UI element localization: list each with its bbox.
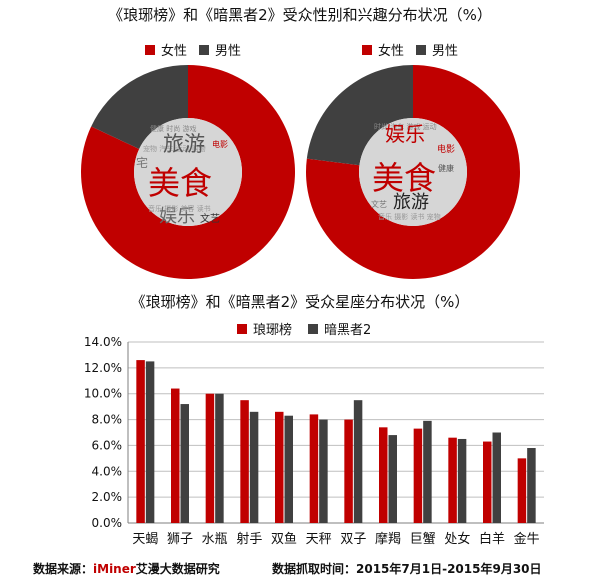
- y-tick-label: 10.0%: [84, 387, 122, 401]
- word-cloud-word: 旅游: [393, 192, 429, 213]
- x-tick-label: 水瓶: [202, 532, 228, 547]
- bar-langyabang: [344, 419, 353, 523]
- x-tick-label: 巨蟹: [410, 532, 436, 547]
- legend-swatch-langyabang: [237, 323, 247, 334]
- legend-left-donut: 女性 男性: [145, 40, 241, 59]
- top-chart-title: 《琅琊榜》和《暗黑者2》受众性别和兴趣分布状况（%）: [108, 6, 492, 24]
- y-tick-label: 14.0%: [84, 335, 122, 349]
- footer-capture-time: 数据抓取时间：2015年7月1日-2015年9月30日: [272, 562, 542, 576]
- bar-anheizhe2: [180, 404, 189, 523]
- bar-anheizhe2: [353, 400, 363, 523]
- legend-swatch-female: [145, 44, 155, 55]
- y-tick-label: 8.0%: [92, 413, 123, 427]
- bar-anheizhe2: [423, 420, 432, 523]
- legend-swatch-male: [199, 44, 210, 55]
- x-tick-label: 摩羯: [375, 531, 401, 547]
- bottom-chart-title: 《琅琊榜》和《暗黑者2》受众星座分布状况（%）: [130, 293, 470, 311]
- bar-anheizhe2: [215, 393, 224, 523]
- donut-slice-male: [91, 65, 188, 150]
- bar-langyabang: [171, 388, 180, 523]
- bar-langyabang: [205, 393, 215, 523]
- bar-langyabang: [517, 458, 527, 523]
- legend-label-female: 女性: [378, 44, 405, 59]
- legend-swatch-female: [362, 44, 372, 55]
- bar-langyabang: [483, 441, 492, 523]
- bar-langyabang: [309, 414, 319, 523]
- bar-anheizhe2: [319, 419, 328, 523]
- donut-slice-female: [81, 65, 296, 279]
- footer-source-label: 数据来源：: [33, 562, 94, 576]
- donut-charts: 健康 时尚 游戏 宠物 汽车 运动 购物 电影 宅 旅游 美食 娱乐 文艺 音乐…: [81, 65, 520, 279]
- legend-swatch-male: [416, 44, 427, 55]
- bar-langyabang: [136, 360, 145, 523]
- footer-source: 数据来源：iMiner艾漫大数据研究: [33, 560, 220, 577]
- word-cloud-word: 电影: [437, 143, 455, 155]
- word-cloud-bg: [134, 118, 242, 226]
- bar-chart-constellation: 0.0% 2.0% 4.0% 6.0% 8.0% 10.0% 12.0% 14.0% 天蝎 狮子水…: [84, 335, 544, 547]
- y-tick-label: 6.0%: [92, 438, 123, 452]
- bar-anheizhe2: [492, 432, 501, 523]
- word-cloud-word: 宅: [136, 155, 148, 170]
- x-tick-label: 天蝎: [132, 532, 158, 547]
- footer-source-rest: 艾漫大数据研究: [135, 562, 220, 576]
- bar-anheizhe2: [388, 435, 397, 523]
- bar-langyabang: [275, 411, 284, 523]
- bar-anheizhe2: [145, 361, 155, 523]
- x-tick-label: 天秤: [306, 532, 332, 547]
- word-cloud-filler: 音乐 摄影 美容 读书: [148, 204, 211, 213]
- bar-langyabang: [448, 437, 457, 523]
- word-cloud-word: 美食: [372, 159, 436, 197]
- word-cloud-right: 时尚 汽车 游戏 运动 娱乐 电影 美食 健康 旅游 文艺 音乐 摄影 读书 宠…: [359, 118, 467, 226]
- y-tick-label: 4.0%: [92, 464, 123, 478]
- donut-chart-langyabang: [81, 65, 296, 279]
- word-cloud-filler: 电影: [212, 139, 228, 149]
- bar-anheizhe2: [527, 448, 536, 523]
- legend-label-male: 男性: [215, 44, 242, 59]
- word-cloud-word: 娱乐: [385, 122, 425, 146]
- x-tick-label: 处女: [444, 531, 470, 547]
- legend-right-donut: 女性 男性: [362, 40, 458, 59]
- word-cloud-word: 美食: [148, 164, 212, 202]
- word-cloud-word: 文艺: [371, 199, 387, 209]
- legend-swatch-anheizhe2: [308, 323, 319, 334]
- x-tick-label: 射手: [236, 531, 262, 547]
- word-cloud-word: 娱乐: [159, 206, 195, 227]
- donut-slice-male: [306, 65, 413, 166]
- word-cloud-word: 文艺: [200, 212, 220, 225]
- word-cloud-filler: 时尚 汽车 游戏 运动: [374, 122, 437, 131]
- x-tick-label: 金牛: [514, 531, 540, 547]
- x-tick-label: 双鱼: [271, 531, 297, 547]
- word-cloud-filler: 宠物 汽车 运动 购物: [143, 144, 206, 153]
- word-cloud-filler: 音乐 摄影 读书 宠物: [378, 212, 441, 221]
- donut-chart-anheizhe2: [305, 65, 520, 279]
- y-tick-label: 12.0%: [84, 361, 122, 375]
- bar-anheizhe2: [249, 411, 259, 523]
- word-cloud-left: 健康 时尚 游戏 宠物 汽车 运动 购物 电影 宅 旅游 美食 娱乐 文艺 音乐…: [134, 118, 242, 227]
- word-cloud-word: 健康: [438, 163, 454, 173]
- legend-bar-chart: 琅琊榜 暗黑者2: [237, 319, 371, 338]
- bar-anheizhe2: [457, 438, 467, 523]
- word-cloud-word: 旅游: [163, 132, 205, 156]
- legend-label-female: 女性: [161, 44, 188, 59]
- x-tick-label: 白羊: [479, 531, 505, 547]
- word-cloud-bg: [359, 118, 467, 226]
- bar-langyabang: [379, 427, 388, 523]
- footer-source-brand: iMiner: [93, 562, 136, 576]
- x-tick-label: 狮子: [167, 532, 193, 547]
- legend-label-male: 男性: [432, 44, 459, 59]
- bar-anheizhe2: [284, 415, 293, 523]
- bar-langyabang: [240, 400, 249, 523]
- y-tick-label: 0.0%: [92, 516, 123, 530]
- word-cloud-filler: 健康 时尚 游戏: [150, 124, 196, 133]
- y-tick-label: 2.0%: [92, 490, 123, 504]
- donut-slice-female: [305, 65, 520, 279]
- x-tick-label: 双子: [340, 532, 366, 547]
- bar-langyabang: [413, 428, 423, 523]
- legend-label-langyabang: 琅琊榜: [253, 323, 293, 338]
- legend-label-anheizhe2: 暗黑者2: [324, 323, 372, 338]
